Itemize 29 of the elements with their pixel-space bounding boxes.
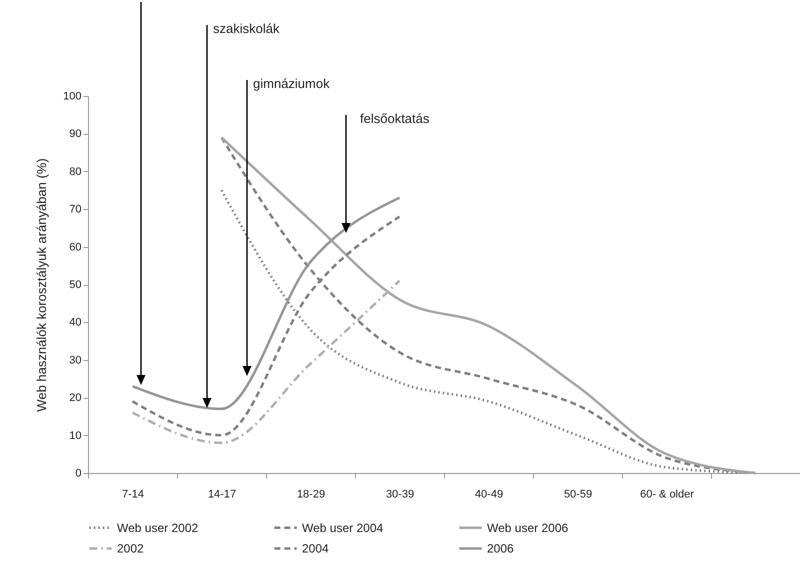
y-tick-label: 50 [69, 279, 82, 291]
x-tick-label: 60- & older [640, 488, 694, 500]
legend-label: Web user 2002 [117, 520, 198, 535]
y-tick-label: 10 [69, 430, 82, 442]
y-tick-label: 40 [69, 316, 82, 329]
legend-label: 2006 [487, 542, 514, 556]
line-series [131, 196, 401, 410]
text: gimnáziumok [253, 76, 330, 91]
x-tick-label: 30-39 [386, 488, 414, 500]
y-tick-label: 60 [69, 241, 82, 254]
y-tick-label: 90 [69, 128, 82, 140]
y-axis-title: Web használók korosztályuk arányában (%) [34, 158, 50, 412]
legend-label: Web user 2006 [487, 520, 568, 535]
x-tick-label: 7-14 [122, 488, 144, 500]
y-tick-label: 70 [69, 204, 82, 216]
y-tick-label: 20 [69, 392, 82, 404]
annotation: felsőoktatás [360, 111, 430, 126]
text: szakiskolák [213, 21, 280, 36]
legend-label: 2004 [302, 542, 330, 556]
y-tick-label: 100 [63, 90, 82, 102]
y-tick-label: 30 [69, 354, 82, 366]
y-tick-label: 80 [69, 166, 82, 178]
y-tick-label: 0 [75, 468, 82, 480]
x-tick-label: 18-29 [296, 488, 326, 500]
x-tick-label: 14-17 [208, 488, 236, 500]
legend-label: Web user 2004 [302, 520, 384, 535]
legend-label: 2002 [117, 542, 144, 556]
x-tick-label: 40-49 [474, 488, 504, 500]
x-tick-label: 50-59 [564, 488, 592, 500]
